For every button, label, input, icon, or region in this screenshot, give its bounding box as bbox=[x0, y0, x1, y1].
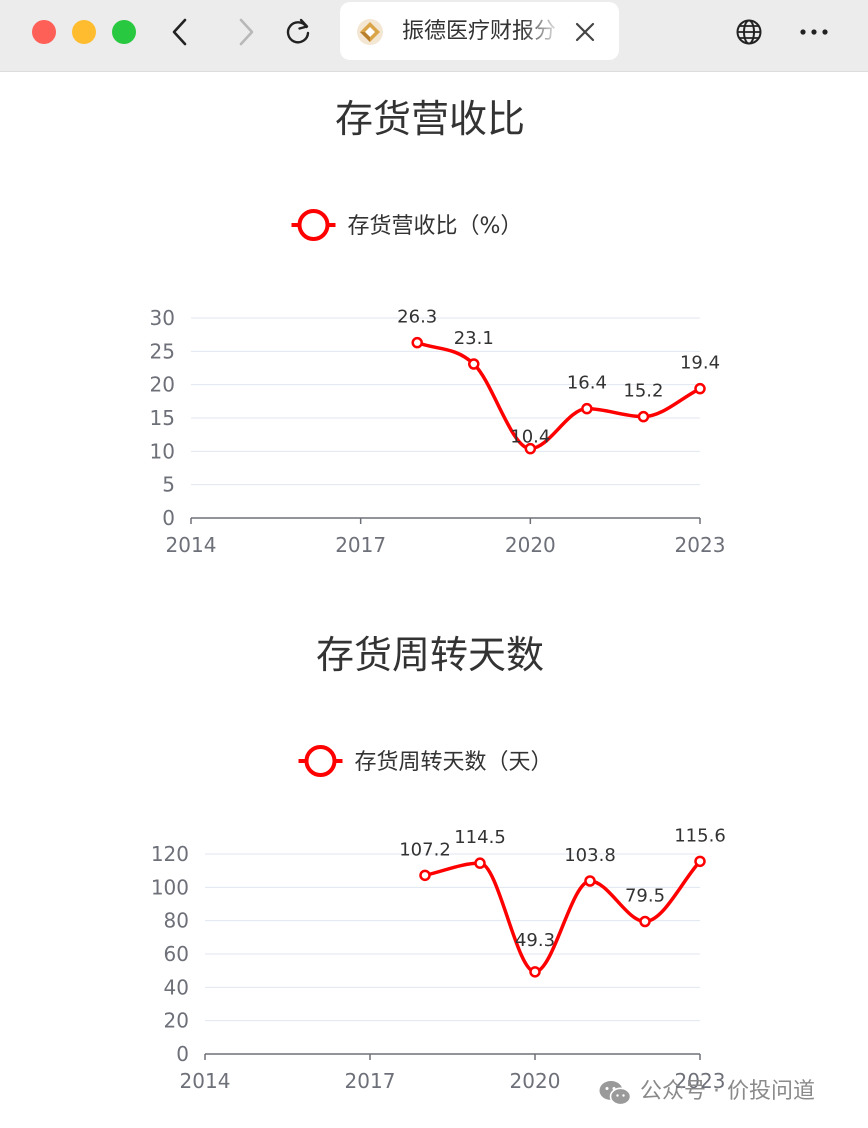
window-close-button[interactable] bbox=[32, 20, 56, 44]
x-tick-label: 2023 bbox=[675, 533, 726, 557]
back-icon bbox=[172, 18, 187, 46]
y-tick-label: 25 bbox=[150, 339, 175, 363]
window-minimize-button[interactable] bbox=[72, 20, 96, 44]
data-point bbox=[581, 402, 593, 415]
data-point bbox=[694, 855, 706, 868]
x-tick-label: 2014 bbox=[166, 533, 217, 557]
x-tick-label: 2023 bbox=[675, 1069, 726, 1093]
data-label: 19.4 bbox=[680, 353, 720, 374]
x-tick-label: 2017 bbox=[345, 1069, 396, 1093]
data-point bbox=[474, 857, 486, 869]
data-point bbox=[639, 915, 651, 928]
legend-marker bbox=[304, 745, 337, 777]
data-label: 16.4 bbox=[567, 373, 607, 394]
data-label: 115.6 bbox=[674, 825, 726, 846]
data-point bbox=[524, 442, 537, 455]
legend-label: 存货营收比（%） bbox=[348, 214, 523, 239]
y-tick-label: 60 bbox=[164, 942, 189, 966]
data-label: 103.8 bbox=[564, 845, 616, 866]
y-tick-label: 0 bbox=[176, 1042, 189, 1066]
data-point bbox=[529, 966, 541, 978]
data-label: 10.4 bbox=[510, 427, 550, 448]
data-point bbox=[584, 875, 596, 887]
data-label: 79.5 bbox=[625, 886, 665, 907]
y-tick-label: 20 bbox=[150, 373, 175, 397]
site-favicon bbox=[357, 19, 383, 45]
watermark: 公众号 · 价投问道 bbox=[598, 1074, 848, 1110]
close-icon[interactable] bbox=[572, 19, 598, 45]
x-tick-label: 2020 bbox=[510, 1069, 561, 1093]
data-label: 23.1 bbox=[454, 328, 494, 349]
wechat-icon bbox=[599, 1081, 632, 1106]
legend-marker bbox=[297, 209, 330, 241]
data-point bbox=[419, 869, 431, 882]
translate-button[interactable] bbox=[733, 16, 765, 48]
data-label: 107.2 bbox=[399, 839, 451, 860]
data-label: 114.5 bbox=[454, 827, 506, 848]
data-label: 49.3 bbox=[515, 930, 555, 951]
window-zoom-button[interactable] bbox=[112, 20, 136, 44]
watermark-text: 公众号 · 价投问道 bbox=[640, 1079, 815, 1104]
back-button[interactable] bbox=[162, 14, 198, 50]
y-tick-label: 0 bbox=[162, 506, 175, 530]
x-tick-label: 2017 bbox=[335, 533, 386, 557]
globe-icon bbox=[736, 19, 762, 45]
data-label: 15.2 bbox=[623, 381, 663, 402]
reload-button[interactable] bbox=[280, 14, 316, 50]
reload-icon bbox=[286, 18, 310, 44]
y-tick-label: 80 bbox=[164, 909, 189, 933]
tab-title: 振德医疗财报分 bbox=[402, 19, 557, 44]
more-button[interactable] bbox=[798, 16, 830, 48]
more-icon bbox=[800, 29, 828, 35]
data-label: 26.3 bbox=[397, 307, 437, 328]
y-tick-label: 5 bbox=[162, 473, 175, 497]
x-tick-label: 2020 bbox=[505, 533, 556, 557]
forward-icon bbox=[239, 18, 254, 46]
y-tick-label: 20 bbox=[164, 1009, 189, 1033]
y-tick-label: 30 bbox=[150, 306, 175, 330]
y-tick-label: 10 bbox=[150, 439, 175, 463]
chart-title: 存货营收比 bbox=[335, 97, 525, 141]
data-point bbox=[411, 336, 423, 349]
data-point bbox=[468, 358, 480, 370]
browser-toolbar: 振德医疗财报分 bbox=[0, 0, 868, 72]
page-content: 存货营收比 存货营收比（%） 0 5 10 15 20 25 30 2014 2017 2020 202… bbox=[0, 72, 868, 1126]
y-tick-label: 120 bbox=[151, 842, 189, 866]
y-tick-label: 100 bbox=[151, 875, 189, 899]
y-tick-label: 15 bbox=[150, 406, 175, 430]
chart-title: 存货周转天数 bbox=[316, 633, 544, 677]
x-tick-label: 2014 bbox=[180, 1069, 231, 1093]
forward-button[interactable] bbox=[228, 14, 264, 50]
data-point bbox=[694, 382, 706, 395]
y-tick-label: 40 bbox=[164, 975, 189, 999]
legend-label: 存货周转天数（天） bbox=[355, 750, 553, 775]
data-point bbox=[637, 410, 650, 423]
series-line bbox=[424, 860, 702, 974]
browser-tab[interactable]: 振德医疗财报分 bbox=[340, 2, 619, 60]
